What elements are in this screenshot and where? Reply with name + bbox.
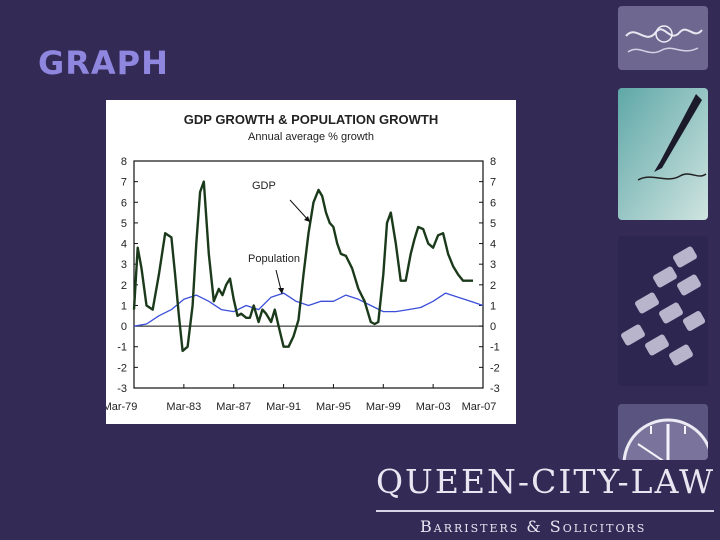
population-arrowhead	[278, 288, 284, 294]
x-tick-label: Mar-83	[166, 401, 201, 413]
gdp-arrowhead	[304, 216, 310, 222]
y-tick-label-right: 7	[490, 177, 496, 189]
slide-title: GRAPH	[38, 44, 169, 82]
y-tick-label-left: 6	[121, 197, 127, 209]
x-tick-label: Mar-95	[316, 401, 351, 413]
population-annotation-label: Population	[248, 253, 300, 265]
x-tick-label: Mar-03	[416, 401, 451, 413]
handwriting-image	[618, 6, 708, 70]
y-tick-label-left: 5	[121, 218, 127, 230]
chart-subtitle: Annual average % growth	[248, 131, 374, 143]
y-tick-label-right: 2	[490, 280, 496, 292]
y-tick-label-left: 8	[121, 156, 127, 168]
y-tick-label-right: 5	[490, 218, 496, 230]
y-tick-label-right: 1	[490, 300, 496, 312]
gdp-series-line	[132, 180, 473, 353]
y-tick-label-right: -3	[490, 383, 500, 395]
chart-title: GDP GROWTH & POPULATION GROWTH	[184, 112, 438, 127]
x-tick-label: Mar-91	[266, 401, 301, 413]
gdp-annotation-label: GDP	[252, 180, 276, 192]
clock-image	[618, 404, 708, 460]
y-tick-label-right: 3	[490, 259, 496, 271]
y-tick-label-left: -2	[117, 362, 127, 374]
series-layer	[132, 180, 484, 353]
plot-frame	[133, 160, 484, 389]
x-tick-label: Mar-99	[366, 401, 401, 413]
y-tick-label-right: 0	[490, 321, 496, 333]
y-tick-label-left: 4	[121, 239, 127, 251]
y-tick-label-left: -1	[117, 342, 127, 354]
x-tick-label: Mar-87	[216, 401, 251, 413]
annotation-layer: GDP Population	[248, 180, 311, 295]
x-tick-label: Mar-79	[106, 401, 137, 413]
y-tick-label-left: 7	[121, 177, 127, 189]
population-series-line	[133, 292, 484, 327]
y-tick-label-right: 6	[490, 197, 496, 209]
x-tick-label: Mar-07	[462, 401, 497, 413]
y-tick-label-left: 0	[121, 321, 127, 333]
y-tick-label-left: 1	[121, 300, 127, 312]
firm-tagline: Barristers & Solicitors	[420, 517, 647, 536]
chart-panel: GDP GROWTH & POPULATION GROWTH Annual av…	[106, 100, 516, 424]
logo-divider	[376, 510, 714, 512]
gdp-population-chart: GDP GROWTH & POPULATION GROWTH Annual av…	[106, 112, 500, 413]
keyboard-image	[618, 236, 708, 386]
y-tick-label-right: 8	[490, 156, 496, 168]
y-tick-label-left: 2	[121, 280, 127, 292]
y-tick-label-left: 3	[121, 259, 127, 271]
fountain-pen-image	[618, 88, 708, 220]
y-tick-label-right: -2	[490, 362, 500, 374]
firm-logo: QUEEN-CITY-LAW	[376, 462, 716, 501]
y-tick-label-right: -1	[490, 342, 500, 354]
y-tick-label-right: 4	[490, 239, 496, 251]
y-tick-label-left: -3	[117, 383, 127, 395]
